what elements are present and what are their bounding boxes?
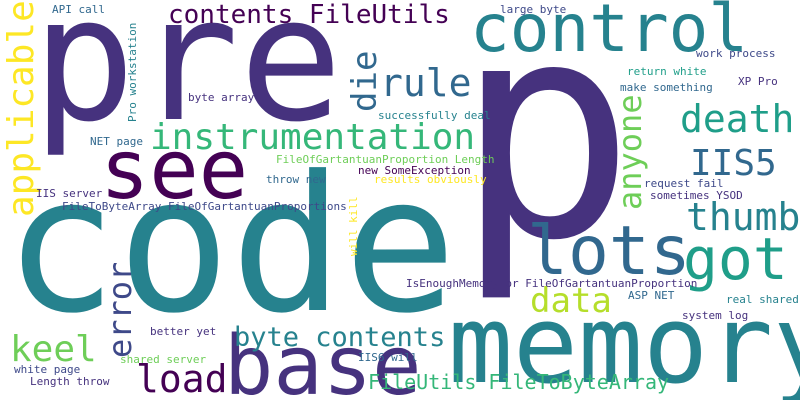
word-make-something: make something: [620, 81, 713, 94]
word-shared-server: shared server: [120, 353, 207, 366]
word-results-obviously: results obviously: [374, 173, 487, 186]
word-throw-new: throw new: [266, 173, 326, 186]
word-will-kill: will kill: [347, 196, 360, 256]
word-asp-net: ASP NET: [628, 289, 675, 302]
word-sometimes-ysod: sometimes YSOD: [650, 189, 743, 202]
word-new-someexception: new SomeException: [358, 164, 471, 177]
word-error: error: [101, 261, 139, 358]
word-instrumentation: instrumentation: [150, 117, 476, 158]
word-successfully-deal: successfully deal: [378, 109, 491, 122]
word-large-byte: large byte: [500, 3, 567, 16]
word-system-log: system log: [682, 309, 749, 322]
word-iis-server: IIS server: [36, 187, 103, 200]
word-return-white: return white: [627, 65, 707, 78]
word-see: see: [100, 123, 249, 218]
word-length-throw: Length throw: [30, 375, 110, 388]
word-code: code: [4, 136, 457, 355]
word-fileofg-length: FileOfGartantuanProportion Length: [276, 153, 495, 166]
word-filetobytearray-fileofg: FileToByteArray FileOfGartantuanProporti…: [62, 200, 347, 213]
word-lots: lots: [527, 212, 691, 291]
word-death: death: [680, 97, 795, 141]
word-white-page: white page: [14, 363, 81, 376]
word-pre: pre: [32, 0, 343, 160]
word-net-page: NET page: [90, 135, 143, 148]
word-anyone: anyone: [611, 94, 649, 210]
word-byte-array: byte array: [188, 91, 255, 104]
word-applicable: applicable: [1, 0, 42, 217]
word-work-process: work process: [696, 47, 776, 60]
word-base: base: [224, 319, 422, 400]
word-data: data: [530, 281, 612, 321]
word-control: control: [470, 0, 749, 67]
word-iis5: IIS5: [690, 143, 777, 184]
word-iis6-will: IIS6 will: [358, 351, 418, 364]
word-better-yet: better yet: [150, 325, 217, 338]
word-got: got: [683, 225, 788, 293]
word-api-call: API call: [52, 3, 105, 16]
word-load: load: [136, 357, 228, 400]
word-request-fail: request fail: [644, 177, 724, 190]
word-memory: memory: [448, 283, 800, 400]
word-contents-fileutils: contents FileUtils: [168, 0, 450, 30]
word-pro-workstation: Pro workstation: [126, 22, 139, 122]
word-isenough: IsEnoughMemoryFor FileOfGartantuanPropor…: [406, 277, 698, 290]
word-real-shared: real shared: [726, 293, 799, 306]
word-p: p: [455, 0, 636, 306]
word-thumb: thumb: [686, 195, 800, 239]
word-fileutils-filetobytearray: FileUtils FileToByteArray: [368, 370, 670, 394]
word-keel: keel: [10, 329, 97, 370]
word-die: die: [345, 50, 385, 112]
word-rule: rule: [380, 61, 472, 105]
word-xp-pro: XP Pro: [738, 75, 778, 88]
word-byte-contents: byte contents: [234, 322, 446, 353]
